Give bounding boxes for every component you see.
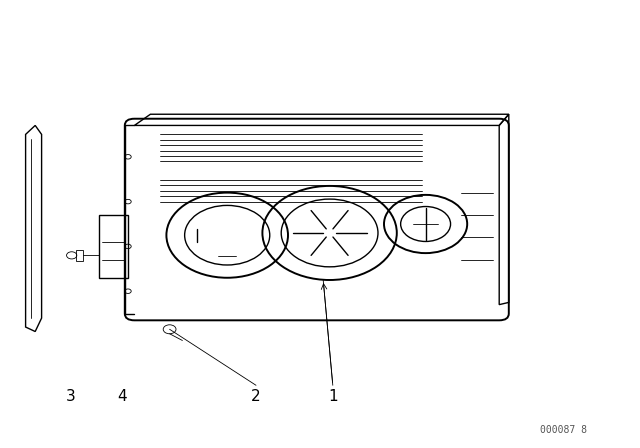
Text: 3: 3 xyxy=(65,389,76,404)
Text: 1: 1 xyxy=(328,389,338,404)
Text: 000087 8: 000087 8 xyxy=(540,425,587,435)
Text: 4: 4 xyxy=(116,389,127,404)
Bar xyxy=(99,215,128,278)
Text: 2: 2 xyxy=(251,389,261,404)
Bar xyxy=(76,250,83,261)
